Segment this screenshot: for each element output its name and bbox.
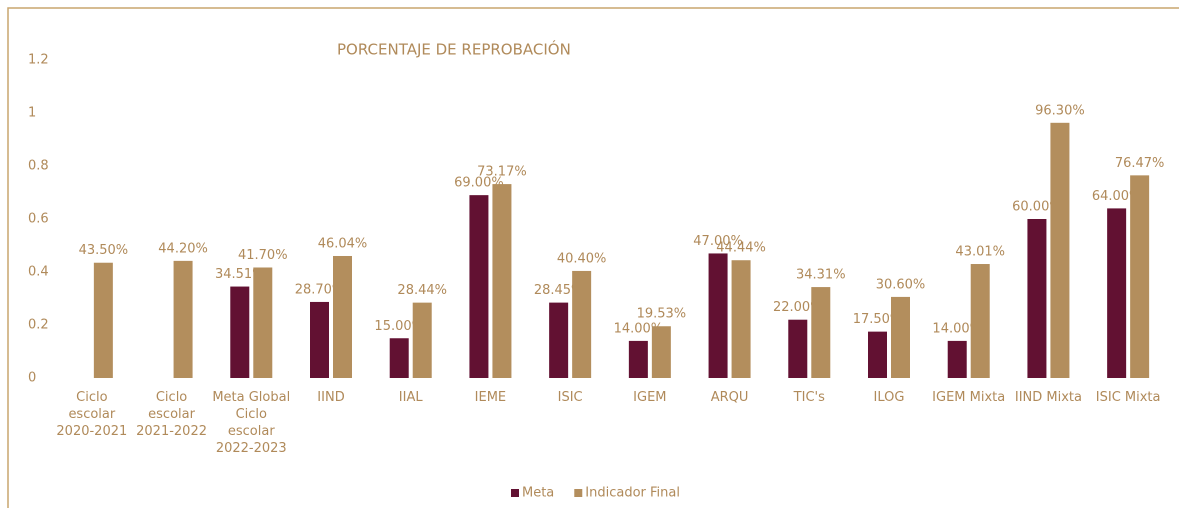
legend-label: Meta [522,486,554,501]
chart-title: PORCENTAJE DE REPROBACIÓN [337,40,571,59]
bar [628,340,648,378]
bar [1107,208,1127,378]
data-label: 41.70% [238,248,288,263]
bar [469,195,489,378]
x-tick-label: ISIC Mixta [1095,390,1161,405]
chart-frame [7,7,1179,508]
data-label: 69.00% [454,176,504,191]
data-label: 17.50% [853,312,903,327]
y-tick-label: 0 [28,371,36,386]
x-tick-label: IIAL [398,390,423,405]
bar [230,286,250,378]
y-tick-label: 0.4 [28,265,49,280]
data-label: 60.00% [1012,200,1062,215]
bar [389,338,409,378]
legend-swatch [511,489,519,497]
data-label: 96.30% [1035,103,1085,118]
data-label: 22.00% [773,300,823,315]
bar [572,270,592,378]
bar [868,331,887,378]
data-label: 40.40% [557,251,607,266]
bar [788,319,808,378]
data-label: 43.01% [955,245,1005,260]
bar [549,302,569,378]
data-label: 28.70% [295,282,345,297]
bar [651,326,671,378]
data-label: 44.20% [158,241,208,256]
y-tick-label: 0.8 [28,159,49,174]
x-tick-label: IIND Mixta [1014,390,1082,405]
y-tick-label: 1.2 [28,53,49,68]
y-tick-label: 0.6 [28,212,49,227]
data-label: 34.51% [215,267,265,282]
data-label: 14.00% [614,321,664,336]
bar [412,302,432,378]
legend-label: Indicador Final [585,486,680,501]
bar [708,253,728,378]
bar [310,301,329,378]
data-label: 64.00% [1092,189,1142,204]
bar [947,340,967,378]
x-tick-label: IGEM [633,390,667,405]
y-tick-label: 1 [28,106,36,121]
data-label: 14.00% [932,321,982,336]
bar [731,260,751,378]
x-tick-label: ISIC [557,390,583,405]
bar [891,296,910,378]
bar [93,262,113,378]
data-label: 28.45% [534,283,584,298]
data-label: 19.53% [637,307,687,322]
x-tick-label: Meta Global Ciclo escolar 2022-2023 [212,390,291,456]
data-label: 34.31% [796,268,846,283]
x-tick-label: Ciclo escolar 2021-2022 [136,390,207,439]
data-label: 15.00% [374,319,424,334]
data-label: 44.44% [716,241,766,256]
bar [253,267,273,378]
x-tick-label: IIND [317,390,345,405]
data-label: 28.44% [397,283,447,298]
bar [970,264,990,378]
data-label: 30.60% [876,277,926,292]
x-tick-label: IGEM Mixta [932,390,1006,405]
bar [333,255,352,378]
x-tick-label: ILOG [873,390,905,405]
bar [1027,219,1047,378]
data-label: 46.04% [318,236,368,251]
legend-swatch [574,489,583,497]
x-tick-label: TIC's [793,390,825,405]
bar [492,184,512,378]
bar [811,287,831,378]
x-tick-label: ARQU [710,390,749,405]
data-label: 73.17% [477,165,527,180]
data-label: 47.00% [693,234,743,249]
x-tick-label: IEME [474,390,507,405]
bar [1050,122,1070,379]
data-label: 76.47% [1115,156,1165,171]
y-tick-label: 0.2 [28,318,49,333]
bar [173,260,193,378]
x-tick-label: Ciclo escolar 2020-2021 [56,390,128,439]
data-label: 43.50% [79,243,129,258]
bar [1130,175,1150,378]
